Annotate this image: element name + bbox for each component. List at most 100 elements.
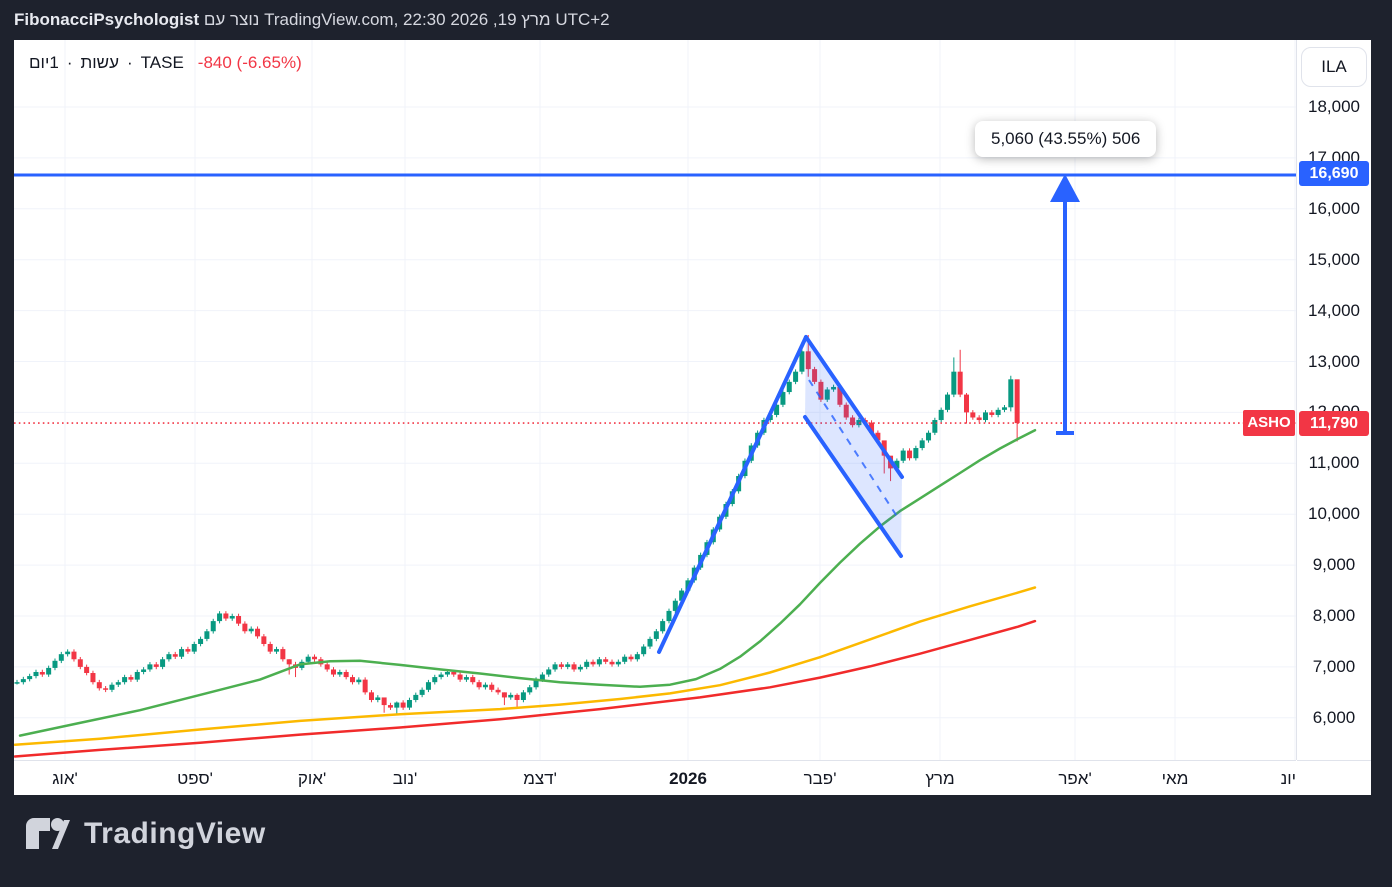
- candle-body[interactable]: [128, 677, 134, 680]
- candle-body[interactable]: [653, 631, 659, 639]
- candle-body[interactable]: [1001, 407, 1007, 410]
- candle-body[interactable]: [926, 432, 932, 441]
- candle-body[interactable]: [103, 688, 109, 690]
- candle-body[interactable]: [679, 590, 685, 601]
- candle-body[interactable]: [666, 610, 672, 622]
- ma-fast[interactable]: [18, 428, 1037, 737]
- candle-body[interactable]: [394, 702, 400, 708]
- candle-body[interactable]: [432, 677, 438, 683]
- candle-body[interactable]: [96, 682, 102, 689]
- price-chart[interactable]: 1יום · עשות · TASE -840 (-6.65%) 5,060 (43.55…: [14, 40, 1297, 760]
- candle-body[interactable]: [539, 674, 545, 680]
- candle-body[interactable]: [590, 661, 596, 665]
- candle-body[interactable]: [558, 664, 564, 667]
- candle-body[interactable]: [489, 684, 495, 690]
- candle-body[interactable]: [191, 643, 197, 652]
- candle-body[interactable]: [381, 697, 387, 706]
- candle-body[interactable]: [786, 381, 792, 393]
- candle-body[interactable]: [596, 659, 602, 665]
- candle-body[interactable]: [134, 671, 140, 680]
- candle-body[interactable]: [115, 682, 121, 685]
- candle-body[interactable]: [894, 460, 900, 469]
- candle-body[interactable]: [641, 646, 647, 655]
- candle-body[interactable]: [970, 412, 976, 418]
- candle-body[interactable]: [533, 679, 539, 688]
- candle-body[interactable]: [647, 638, 653, 647]
- candle-body[interactable]: [109, 684, 115, 690]
- candle-body[interactable]: [628, 656, 634, 660]
- candle-body[interactable]: [14, 682, 20, 684]
- candle-body[interactable]: [565, 664, 571, 667]
- candle-body[interactable]: [46, 667, 52, 675]
- candle-body[interactable]: [337, 671, 343, 675]
- candle-body[interactable]: [179, 649, 185, 657]
- candle-body[interactable]: [501, 692, 507, 698]
- candle-body[interactable]: [413, 694, 419, 700]
- candle-body[interactable]: [875, 432, 881, 441]
- candle-body[interactable]: [470, 677, 476, 683]
- legend-exchange[interactable]: TASE: [140, 53, 184, 72]
- candle-body[interactable]: [172, 654, 178, 657]
- candle-body[interactable]: [622, 656, 628, 662]
- candle-body[interactable]: [938, 409, 944, 421]
- candle-body[interactable]: [229, 616, 235, 619]
- candle-body[interactable]: [406, 699, 412, 708]
- candle-body[interactable]: [995, 409, 1001, 415]
- candle-body[interactable]: [419, 689, 425, 695]
- candle-body[interactable]: [425, 682, 431, 690]
- candle-body[interactable]: [495, 689, 501, 693]
- candle-body[interactable]: [204, 631, 210, 639]
- candle-body[interactable]: [546, 669, 552, 675]
- candle-body[interactable]: [349, 677, 355, 683]
- candle-body[interactable]: [919, 440, 925, 449]
- tradingview-logo[interactable]: TradingView: [24, 816, 266, 852]
- candle-body[interactable]: [660, 621, 666, 632]
- candle-body[interactable]: [90, 673, 96, 683]
- candle-body[interactable]: [982, 412, 988, 421]
- candle-body[interactable]: [900, 450, 906, 461]
- candle-body[interactable]: [261, 636, 267, 644]
- candle-body[interactable]: [438, 674, 444, 678]
- candle-body[interactable]: [989, 412, 995, 415]
- candle-body[interactable]: [267, 643, 273, 652]
- trend-line[interactable]: [657, 335, 808, 654]
- candle-body[interactable]: [33, 671, 39, 677]
- candle-body[interactable]: [818, 381, 824, 400]
- candle-body[interactable]: [945, 394, 951, 410]
- candle-body[interactable]: [774, 404, 780, 415]
- candle-body[interactable]: [71, 651, 77, 660]
- flag-channel-fill[interactable]: [805, 337, 902, 556]
- candle-body[interactable]: [324, 664, 330, 670]
- candle-body[interactable]: [577, 666, 583, 670]
- candle-body[interactable]: [84, 666, 90, 674]
- candle-body[interactable]: [780, 392, 786, 405]
- candle-body[interactable]: [831, 386, 837, 390]
- candle-body[interactable]: [837, 386, 843, 405]
- candle-body[interactable]: [387, 705, 393, 708]
- candle-body[interactable]: [793, 371, 799, 382]
- candle-body[interactable]: [932, 420, 938, 433]
- candle-body[interactable]: [400, 702, 406, 708]
- candle-body[interactable]: [451, 671, 457, 675]
- candle-body[interactable]: [198, 638, 204, 644]
- candle-body[interactable]: [584, 661, 590, 667]
- candle-body[interactable]: [1014, 379, 1020, 424]
- candle-body[interactable]: [185, 649, 191, 652]
- candle-body[interactable]: [951, 371, 957, 395]
- candle-body[interactable]: [356, 679, 362, 683]
- candle-body[interactable]: [52, 660, 58, 668]
- flag-upper-line[interactable]: [804, 335, 904, 479]
- candle-body[interactable]: [166, 654, 172, 660]
- candle-body[interactable]: [457, 674, 463, 680]
- legend-symbol-name[interactable]: עשות: [80, 53, 119, 72]
- candle-body[interactable]: [444, 671, 450, 675]
- candle-body[interactable]: [77, 659, 83, 667]
- candle-body[interactable]: [217, 613, 223, 622]
- candle-body[interactable]: [160, 659, 166, 667]
- candle-body[interactable]: [122, 677, 128, 683]
- candle-body[interactable]: [476, 682, 482, 688]
- time-axis[interactable]: אוג' ספט' אוק' נוב' דצמ' 2026 פבר' מרץ אפר' מאי יו…: [14, 760, 1296, 796]
- candle-body[interactable]: [634, 654, 640, 660]
- candle-body[interactable]: [147, 664, 153, 670]
- candle-body[interactable]: [223, 613, 229, 619]
